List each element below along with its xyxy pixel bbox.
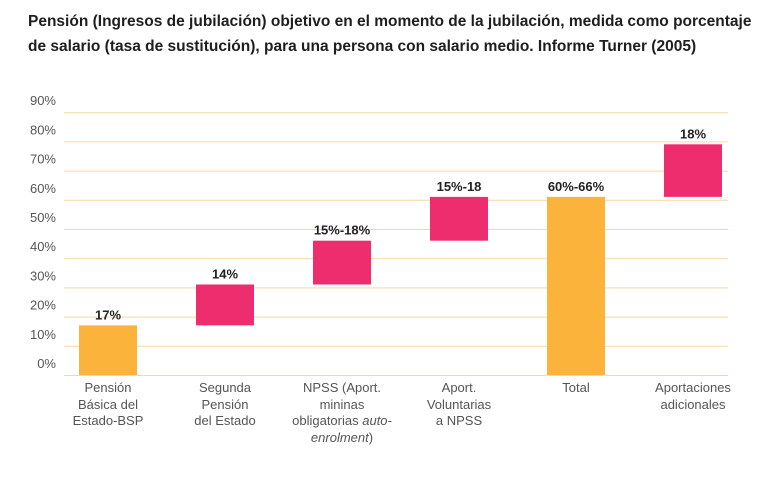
x-tick-label-line: Total: [562, 380, 590, 395]
y-tick-label: 40%: [30, 239, 56, 254]
x-tick-label-line: enrolment): [310, 429, 374, 445]
bar-6: [664, 144, 722, 197]
x-tick-label: Aportaciones adicionales: [633, 380, 753, 413]
x-tick-label-line: Estado-BSP: [72, 413, 144, 428]
bar-2: [196, 284, 254, 326]
x-tick-label-line: del Estado: [194, 413, 256, 428]
x-tick-label-line: Básica del: [78, 396, 138, 412]
y-tick-label: 0%: [37, 356, 56, 371]
y-tick-label: 30%: [30, 268, 56, 283]
x-tick-label-line: Voluntarias: [426, 396, 492, 412]
x-tick-label-line: adicionales: [660, 396, 726, 412]
gridlines: [64, 112, 728, 376]
y-tick-label: 80%: [30, 122, 56, 137]
x-tick-label-line: Pensión: [84, 380, 132, 395]
x-tick-label-line: obligatorias auto-: [292, 413, 392, 428]
data-label: 17%: [95, 307, 121, 322]
data-label: 15%-18: [437, 179, 482, 194]
data-labels: 17% 14% 15%-18% 15%-18 60%-66% 18%: [95, 126, 706, 322]
y-tick-label: 90%: [30, 93, 56, 108]
x-tick-label: Total: [516, 380, 636, 397]
chart-title: Pensión (Ingresos de jubilación) objetiv…: [28, 13, 752, 55]
x-tick-label: Aport. Voluntarias a NPSS: [399, 380, 519, 430]
bar-5: [547, 196, 605, 375]
x-tick-label-line: Pensión: [201, 396, 249, 412]
bar-3: [313, 240, 371, 285]
x-tick-label-line: Aportaciones: [655, 380, 731, 395]
x-tick-label-line: a NPSS: [435, 413, 483, 428]
x-tick-label-line: Aport.: [441, 380, 477, 395]
y-tick-label: 70%: [30, 152, 56, 167]
data-label: 18%: [680, 126, 706, 141]
x-tick-label-line: Segunda: [198, 380, 252, 395]
data-label: 14%: [212, 266, 238, 281]
y-tick-label: 20%: [30, 298, 56, 313]
bar-1: [79, 325, 137, 375]
data-label: 60%-66%: [548, 179, 605, 194]
x-tick-label: Segunda Pensión del Estado: [165, 380, 285, 430]
data-label: 15%-18%: [314, 223, 371, 238]
x-tick-label-italic: enrolment: [310, 429, 369, 445]
x-tick-label-line: mininas: [319, 396, 365, 412]
x-tick-label-italic: auto-: [362, 413, 392, 428]
y-tick-label: 60%: [30, 181, 56, 196]
bar-4: [430, 196, 488, 241]
x-tick-label-line: NPSS (Aport.: [302, 380, 382, 395]
y-axis-ticks: 90% 80% 70% 60% 50% 40% 30% 20% 10% 0%: [30, 93, 56, 371]
bars: [79, 144, 722, 375]
y-tick-label: 50%: [30, 210, 56, 225]
y-tick-label: 10%: [30, 327, 56, 342]
x-tick-label: Pensión Básica del Estado-BSP: [48, 380, 168, 430]
x-tick-label: NPSS (Aport. mininas obligatorias auto-enr…: [282, 380, 402, 446]
